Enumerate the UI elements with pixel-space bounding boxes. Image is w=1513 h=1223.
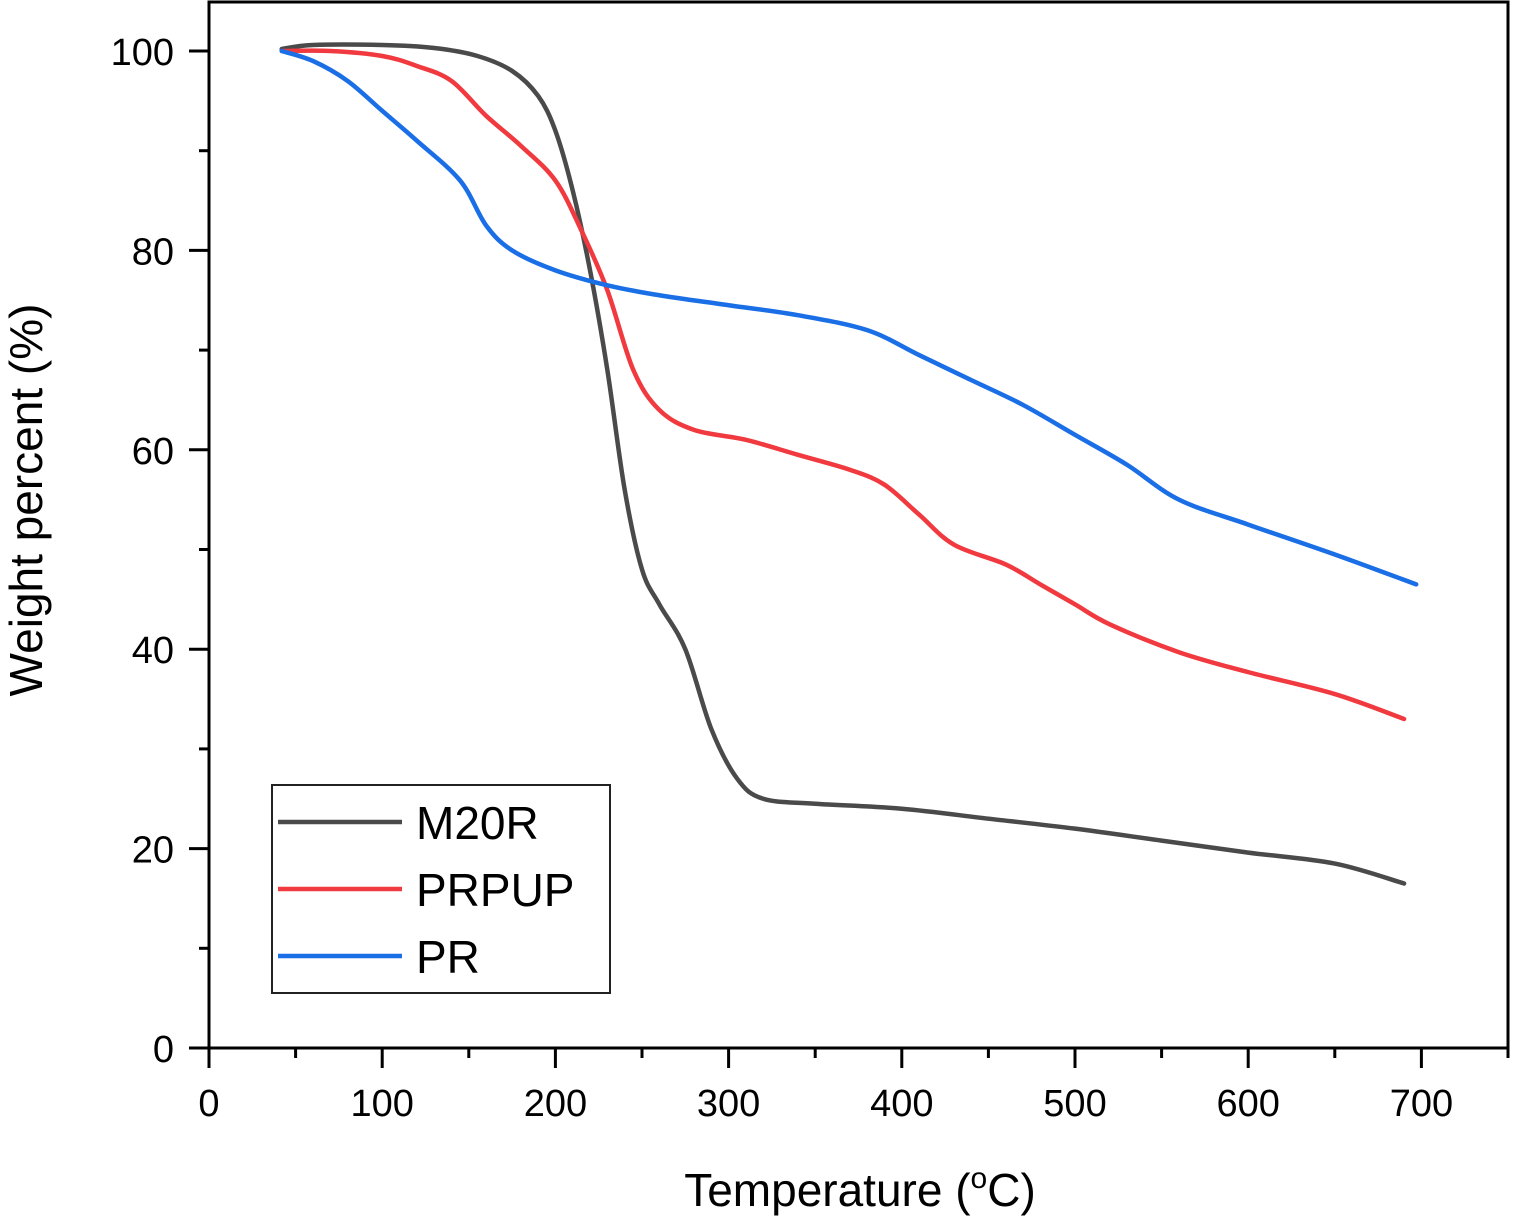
series-line-pr [279, 48, 1419, 587]
x-axis-title: Temperature (oC) [684, 1162, 1036, 1216]
legend-label-pr: PR [416, 931, 480, 983]
x-tick-label: 100 [350, 1083, 413, 1125]
y-tick-label: 40 [132, 630, 174, 672]
legend-label-prpup: PRPUP [416, 864, 574, 916]
y-tick-label: 20 [132, 830, 174, 872]
x-tick-label: 300 [697, 1083, 760, 1125]
x-axis-title-degree: o [971, 1162, 988, 1195]
series-line-m20r [279, 42, 1407, 886]
x-tick-label: 500 [1043, 1083, 1106, 1125]
y-tick-label: 0 [153, 1029, 174, 1071]
y-axis-title: Weight percent (%) [0, 304, 52, 697]
x-tick-label: 200 [524, 1083, 587, 1125]
x-axis-ticks: 0 100 200 300 400 500 600 700 [198, 1048, 1510, 1125]
y-axis-ticks: 0 20 40 60 80 100 [111, 32, 209, 1071]
x-tick-label: 600 [1216, 1083, 1279, 1125]
x-axis-title-unit: C) [987, 1164, 1036, 1216]
x-axis-title-main: Temperature ( [684, 1164, 971, 1216]
plot-frame [207, 0, 1510, 1050]
plot-border [207, 0, 1510, 1050]
series-layer [279, 42, 1419, 886]
y-tick-label: 80 [132, 231, 174, 273]
x-tick-label: 0 [198, 1083, 219, 1125]
x-tick-label: 700 [1390, 1083, 1453, 1125]
y-tick-label: 60 [132, 431, 174, 473]
series-line-prpup [279, 48, 1407, 722]
legend-label-m20r: M20R [416, 797, 539, 849]
x-tick-label: 400 [870, 1083, 933, 1125]
y-tick-label: 100 [111, 32, 174, 74]
legend: M20R PRPUP PR [271, 784, 611, 994]
